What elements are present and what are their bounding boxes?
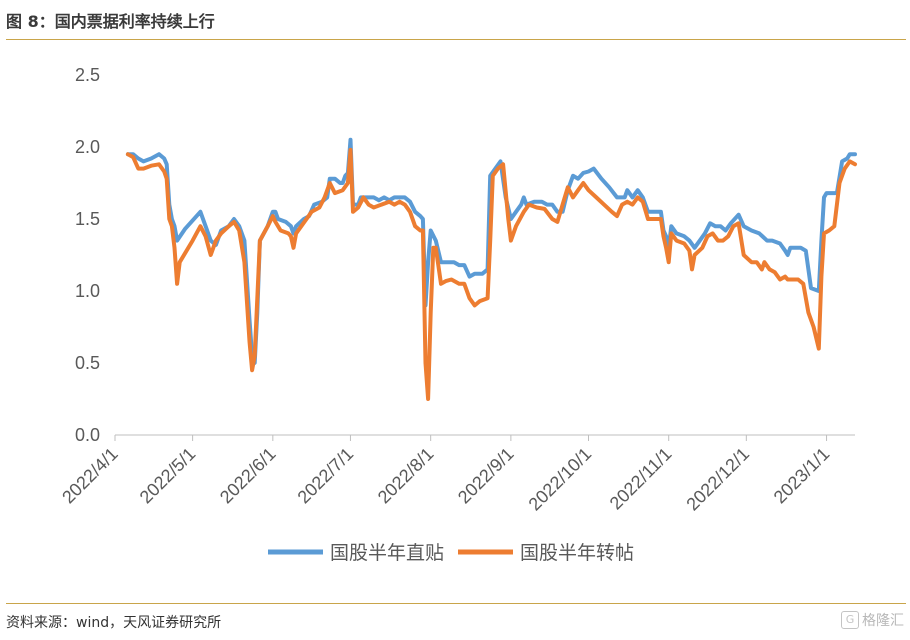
footer-divider xyxy=(6,603,906,604)
x-tick-label: 2023/1/1 xyxy=(770,444,834,508)
y-tick-label: 2.5 xyxy=(75,65,100,85)
watermark-logo-icon: G xyxy=(841,611,859,629)
x-tick-label: 2022/10/1 xyxy=(525,444,596,515)
legend: 国股半年直贴 国股半年转帖 xyxy=(268,542,634,564)
line-chart: 0.00.51.01.52.02.5 2022/4/1 2022/5/1 2022/… xyxy=(58,65,857,564)
y-tick-label: 0.0 xyxy=(75,425,100,445)
series-line-2 xyxy=(125,147,857,401)
series-lines xyxy=(125,137,857,401)
watermark-text: 格隆汇 xyxy=(862,613,904,629)
x-tick-label: 2022/4/1 xyxy=(58,444,122,508)
y-tick-label: 2.0 xyxy=(75,137,100,157)
x-tick-label: 2022/8/1 xyxy=(374,444,438,508)
source-note: 资料来源：wind，天风证券研究所 xyxy=(6,615,222,631)
x-tick-label: 2022/9/1 xyxy=(454,444,518,508)
y-tick-label: 1.5 xyxy=(75,209,100,229)
y-tick-label: 1.0 xyxy=(75,281,100,301)
chart-title: 图 8：国内票据利率持续上行 xyxy=(6,12,215,31)
x-tick-label: 2022/7/1 xyxy=(294,444,358,508)
y-tick-label: 0.5 xyxy=(75,353,100,373)
x-tick-label: 2022/5/1 xyxy=(136,444,200,508)
header-divider xyxy=(6,39,906,40)
watermark: G 格隆汇 xyxy=(841,610,904,630)
x-tick-label: 2022/6/1 xyxy=(216,444,280,508)
y-axis-ticks: 0.0 0.5 1.0 1.5 2.0 2.5 xyxy=(75,65,100,445)
legend-label: 国股半年转帖 xyxy=(520,542,634,564)
x-tick-label: 2022/12/1 xyxy=(682,444,753,515)
legend-label: 国股半年直贴 xyxy=(330,542,444,564)
x-tick-label: 2022/11/1 xyxy=(606,444,676,514)
x-axis-ticks: 2022/4/1 2022/5/1 2022/6/1 2022/7/1 2022/8/1… xyxy=(58,435,833,514)
